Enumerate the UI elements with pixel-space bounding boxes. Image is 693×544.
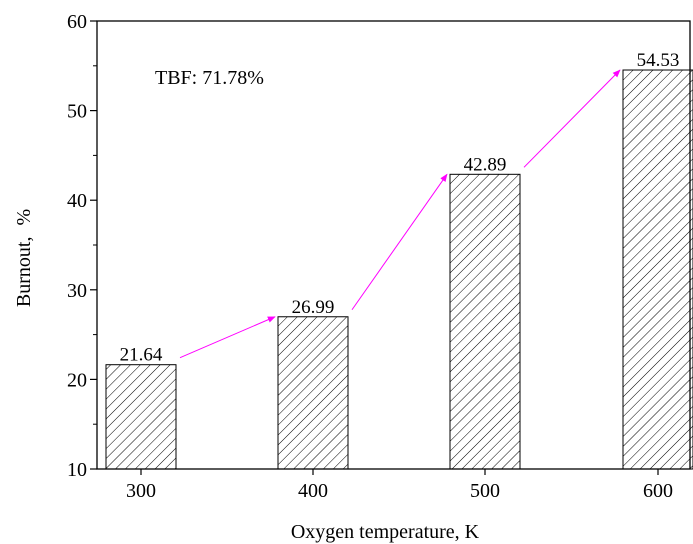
y-axis-ticks: 10 20 30 40 50 60 [67,11,97,481]
tbf-annotation: TBF: 71.78% [155,67,264,89]
x-axis-label: Oxygen temperature, K [291,521,480,543]
y-tick-label-30: 30 [67,280,87,302]
data-labels-layer: 21.64 26.99 42.89 54.53 [120,50,680,366]
bar-600 [623,70,693,469]
x-tick-label-300: 300 [126,480,156,502]
x-tick-label-500: 500 [470,480,500,502]
y-tick-label-50: 50 [67,101,87,123]
y-tick-label-40: 40 [67,190,87,212]
y-tick-label-20: 20 [67,369,87,391]
y-tick-label-10: 10 [67,459,87,481]
y-axis-label: Burnout, % [13,209,35,307]
bar-300 [106,365,176,469]
trend-arrow-1 [180,317,275,358]
data-label-400: 26.99 [292,297,335,318]
bars-layer [106,70,693,469]
data-label-500: 42.89 [464,154,507,175]
trend-arrow-3 [524,70,620,167]
bar-500 [450,174,520,469]
trend-arrows-layer [180,70,620,358]
x-tick-label-600: 600 [643,480,673,502]
bar-400 [278,317,348,469]
trend-arrow-2 [352,174,447,309]
data-label-300: 21.64 [120,345,163,366]
x-tick-label-400: 400 [298,480,328,502]
x-axis-ticks: 300 400 500 600 [126,469,673,502]
data-label-600: 54.53 [637,50,680,71]
y-tick-label-60: 60 [67,11,87,33]
